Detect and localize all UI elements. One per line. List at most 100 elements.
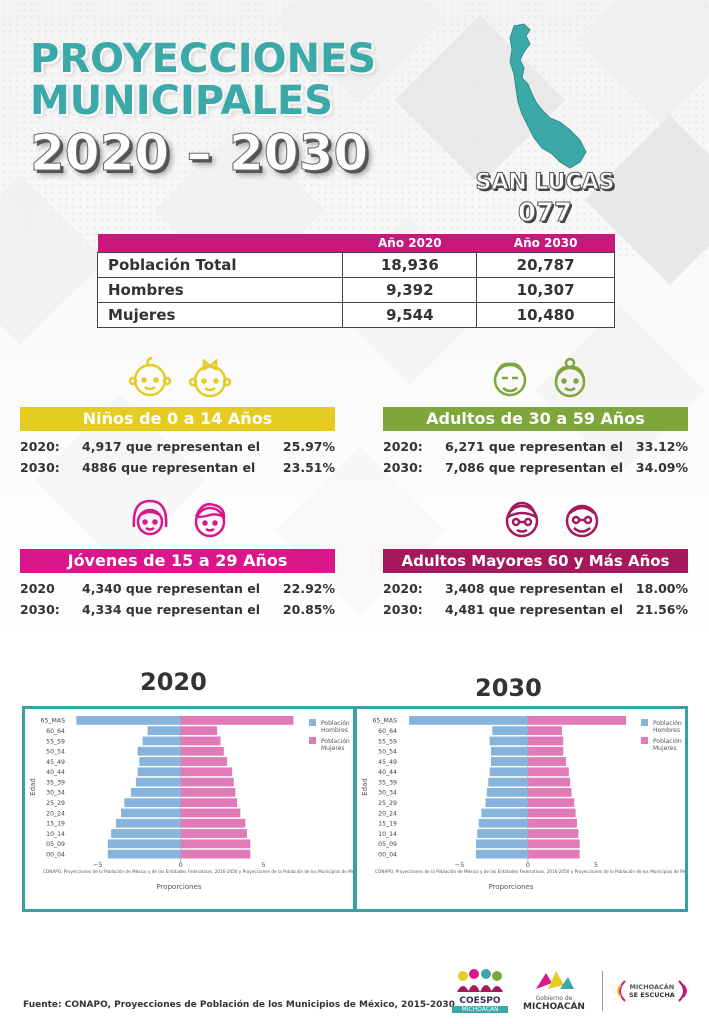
age-tick-label: 30_34: [46, 790, 65, 797]
stat-year: 2030:: [20, 460, 60, 475]
pyramid-bar: [180, 726, 218, 736]
municipality-map-icon: [509, 23, 587, 169]
pyramid-bar: [147, 726, 181, 736]
stat-count: 7,086 que representan el: [445, 460, 624, 475]
legend-label: Población: [653, 738, 682, 745]
stat-count: 4,917 que representan el: [82, 439, 261, 454]
pyramid-bar: [527, 757, 567, 766]
stat-row: 2020: 3,408 que representan el 18.00%: [383, 579, 688, 598]
legend-swatch: [641, 719, 648, 726]
pyramid-bar: [527, 798, 575, 808]
legend-swatch: [309, 719, 316, 726]
pyramid-bar: [124, 798, 181, 808]
gobierno-line1: Gobierno de: [535, 995, 573, 1002]
legend-label: Mujeres: [321, 745, 345, 752]
municipality-name: SAN LUCAS: [475, 170, 615, 196]
value-2030: 20,787: [476, 251, 615, 278]
age-tick-label: 20_24: [378, 810, 397, 817]
pyramid-bar: [527, 746, 564, 756]
table-row: Población Total 18,936 20,787: [96, 251, 615, 278]
chart-source-note: CONAPO, Proyecciones de la Población de …: [375, 869, 685, 874]
gobierno-emblem-icon: [536, 971, 574, 989]
pyramid-bar: [107, 839, 181, 849]
pyramid-bar: [180, 736, 221, 746]
pyramid-bar: [139, 757, 181, 766]
row-label: Población Total: [96, 251, 344, 278]
value-2020: 18,936: [342, 251, 478, 278]
population-pyramid-2030: 65_MAS 60_64 55_59 50_54 45_49 40_44 35_39 30_3…: [361, 715, 696, 891]
age-tick-label: 30_34: [378, 790, 397, 797]
stat-row: 2020 4,340 que representan el 22.92%: [20, 579, 335, 598]
stat-year: 2030:: [20, 602, 60, 617]
pyramid-bar: [107, 849, 181, 859]
x-tick-label: 0: [526, 861, 530, 869]
chart-frame-2020: 65_MAS 60_64 55_59 50_54 45_49 40_44 35_39 30_3…: [22, 706, 364, 912]
pyramid-bar: [527, 788, 572, 797]
col-2020-header: Año 2020: [342, 234, 477, 252]
pyramid-bar: [180, 818, 246, 828]
stat-percent: 20.85%: [282, 602, 335, 617]
x-tick-label: 5: [262, 861, 266, 869]
chart-title-2020: 2020: [140, 668, 207, 696]
pyramid-bar: [116, 818, 181, 828]
row-label: Hombres: [96, 276, 344, 303]
stat-percent: 23.51%: [282, 460, 335, 475]
pyramid-bar: [481, 808, 528, 818]
pyramid-bar: [527, 849, 580, 859]
population-table: Año 2020 Año 2030 Población Total 18,936…: [96, 234, 615, 328]
pyramid-bar: [76, 716, 181, 725]
stat-row: 2030: 7,086 que representan el 34.09%: [383, 458, 688, 477]
pyramid-bar: [180, 777, 234, 787]
coespo-name: COESPO: [459, 996, 501, 1006]
y-axis-label: Edad: [361, 778, 369, 796]
group-adults: Adultos de 30 a 59 Años 2020: 6,271 que …: [383, 407, 688, 477]
col-2030-header: Año 2030: [476, 234, 615, 252]
young-man-icon: [194, 503, 226, 538]
pyramid-bar: [527, 829, 579, 838]
age-tick-label: 65_MAS: [373, 718, 398, 725]
age-tick-label: 45_49: [46, 759, 65, 766]
pyramid-bar: [475, 839, 528, 849]
legend-label: Hombres: [653, 727, 680, 734]
x-axis-label: Proporciones: [488, 883, 533, 891]
pyramid-bar: [137, 746, 181, 756]
pyramid-bar: [180, 839, 251, 849]
stat-count: 4,481 que representan el: [445, 602, 624, 617]
pyramid-bar: [477, 829, 528, 838]
age-tick-label: 25_29: [46, 800, 65, 807]
pyramid-bar: [131, 788, 181, 797]
age-tick-label: 05_09: [46, 841, 65, 848]
pyramid-bar: [475, 849, 528, 859]
age-tick-label: 35_39: [46, 779, 65, 786]
pyramid-bar: [527, 839, 580, 849]
group-children: Niños de 0 a 14 Años 2020: 4,917 que rep…: [20, 407, 335, 477]
legend-label: Población: [653, 720, 682, 727]
baby-girl-icon: [188, 358, 232, 398]
legend-label: Hombres: [321, 727, 348, 734]
group-title: Niños de 0 a 14 Años: [20, 407, 335, 431]
pyramid-bar: [135, 777, 181, 787]
stat-count: 6,271 que representan el: [445, 439, 624, 454]
slogan-line2: SE ESCUCHA: [629, 990, 675, 999]
pyramid-bar: [527, 736, 564, 746]
age-tick-label: 60_64: [46, 728, 65, 735]
age-tick-label: 20_24: [46, 810, 65, 817]
stat-percent: 21.56%: [635, 602, 688, 617]
age-tick-label: 55_59: [378, 738, 397, 745]
pyramid-bar: [180, 849, 251, 859]
pyramid-bar: [527, 777, 571, 787]
stat-percent: 34.09%: [635, 460, 688, 475]
slogan-line1: MICHOACÁN: [629, 982, 675, 991]
pyramid-bar: [490, 757, 528, 766]
stat-count: 4886 que representan el: [82, 460, 256, 475]
pyramid-bar: [489, 736, 528, 746]
pyramid-bar: [142, 736, 181, 746]
coespo-logo: COESPO MICHOACÁN: [452, 968, 508, 1013]
pyramid-bar: [180, 798, 238, 808]
pyramid-bar: [180, 767, 233, 777]
baby-boy-icon: [128, 356, 172, 397]
adults-icons: [488, 356, 592, 400]
legend-label: Población: [321, 720, 350, 727]
stat-year: 2020: [20, 581, 55, 596]
pyramid-bar: [527, 716, 627, 725]
